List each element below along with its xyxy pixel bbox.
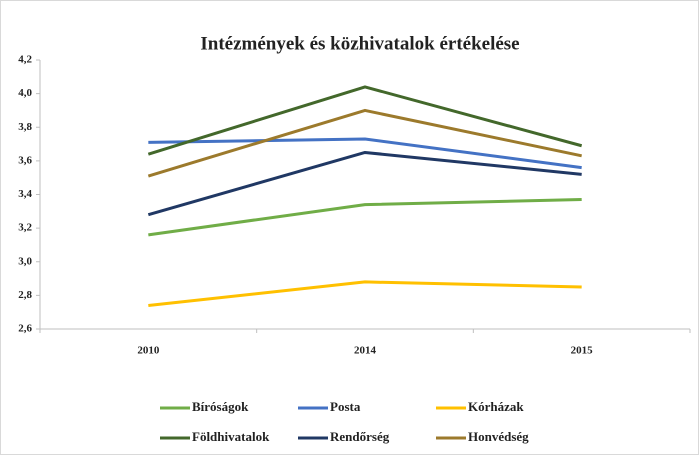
series-line [147, 108, 582, 178]
legend-label: Bíróságok [192, 399, 249, 414]
y-tick-label: 3,4 [18, 188, 32, 200]
legend-label: Rendőrség [330, 429, 390, 444]
y-tick-label: 2,6 [18, 323, 32, 335]
y-tick-label: 3,8 [18, 121, 32, 133]
legend-label: Posta [330, 399, 361, 414]
y-tick-label: 4,0 [18, 87, 32, 99]
legend-label: Kórházak [468, 399, 524, 414]
series-line [147, 150, 582, 217]
x-tick-label: 2010 [137, 345, 160, 357]
legend-label: Honvédség [468, 429, 529, 444]
chart-title: Intézmények és közhivatalok értékelése [200, 33, 519, 54]
y-tick-label: 2,8 [18, 289, 32, 301]
series-line [148, 280, 582, 307]
legend-label: Földhivatalok [192, 429, 270, 444]
x-tick-label: 2014 [354, 345, 377, 357]
series-line [147, 85, 583, 156]
series-line [148, 137, 582, 170]
y-tick-label: 3,2 [18, 222, 32, 234]
y-tick-label: 3,0 [18, 255, 32, 267]
y-tick-label: 4,2 [18, 54, 32, 66]
y-tick-label: 3,6 [18, 154, 32, 166]
x-tick-label: 2015 [571, 345, 594, 357]
series-line [148, 198, 582, 237]
